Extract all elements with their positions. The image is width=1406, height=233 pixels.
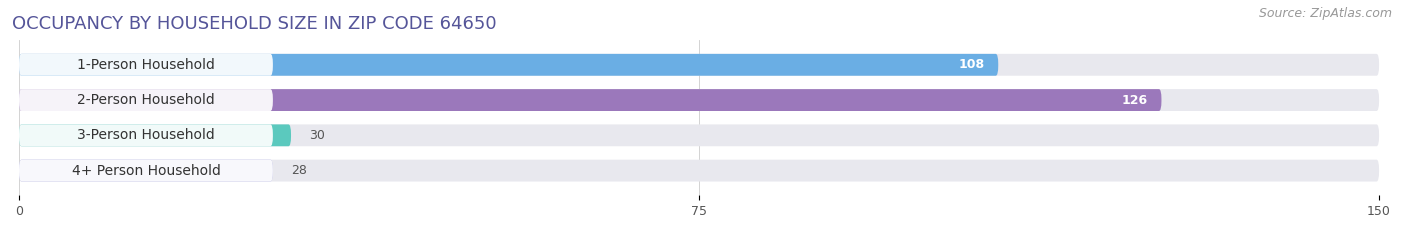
FancyBboxPatch shape	[20, 54, 998, 76]
FancyBboxPatch shape	[20, 160, 273, 182]
FancyBboxPatch shape	[20, 160, 1379, 182]
FancyBboxPatch shape	[20, 89, 1379, 111]
FancyBboxPatch shape	[20, 54, 1379, 76]
Text: 3-Person Household: 3-Person Household	[77, 128, 215, 142]
Text: Source: ZipAtlas.com: Source: ZipAtlas.com	[1258, 7, 1392, 20]
Text: 126: 126	[1122, 94, 1147, 106]
FancyBboxPatch shape	[20, 89, 1161, 111]
Text: 2-Person Household: 2-Person Household	[77, 93, 215, 107]
Text: 30: 30	[309, 129, 325, 142]
FancyBboxPatch shape	[20, 89, 273, 111]
FancyBboxPatch shape	[20, 124, 291, 146]
Text: 4+ Person Household: 4+ Person Household	[72, 164, 221, 178]
Text: OCCUPANCY BY HOUSEHOLD SIZE IN ZIP CODE 64650: OCCUPANCY BY HOUSEHOLD SIZE IN ZIP CODE …	[13, 15, 496, 33]
FancyBboxPatch shape	[20, 124, 1379, 146]
FancyBboxPatch shape	[20, 54, 273, 76]
Text: 28: 28	[291, 164, 307, 177]
FancyBboxPatch shape	[20, 124, 273, 146]
Text: 108: 108	[959, 58, 984, 71]
FancyBboxPatch shape	[20, 160, 273, 182]
Text: 1-Person Household: 1-Person Household	[77, 58, 215, 72]
